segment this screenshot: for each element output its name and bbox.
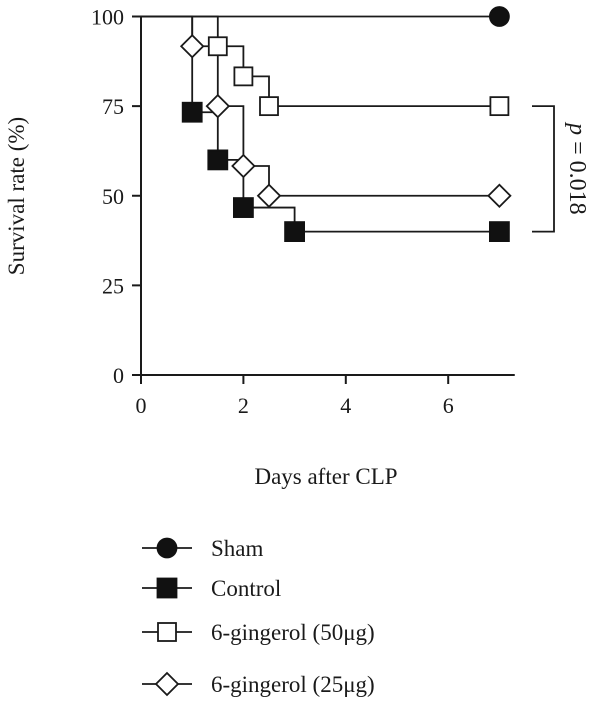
bracket-line [532, 105, 555, 233]
x-tick-label-0: 0 [136, 393, 147, 418]
point-control-1 [181, 101, 203, 123]
x-tick-label-6: 6 [443, 393, 454, 418]
x-axis-title: Days after CLP [254, 464, 397, 489]
y-tick-label-0: 0 [113, 363, 124, 388]
legend-label-6-gingerol-25-g: 6-gingerol (25μg) [211, 672, 375, 697]
y-tick-label-25: 25 [102, 273, 124, 298]
series-6-gingerol-50-g [141, 15, 500, 108]
legend-label-control: Control [211, 576, 281, 601]
legend-marker-6-gingerol-50-g [157, 622, 177, 642]
point-6-gingerol-25-g-5 [487, 183, 512, 209]
point-6-gingerol-50-g-3 [259, 96, 279, 117]
point-6-gingerol-50-g-2 [233, 66, 254, 87]
point-control-4 [284, 221, 306, 243]
axes: 0 25 50 75 100 0 2 4 6 [91, 5, 515, 418]
point-control-3 [232, 197, 254, 218]
x-tick-label-4: 4 [340, 393, 351, 418]
legend: Sham Control 6-gingerol (50μg) 6-gingerol (… [142, 536, 375, 697]
point-control-5 [488, 221, 510, 243]
legend-marker-control [156, 577, 178, 599]
point-6-gingerol-50-g-1 [207, 36, 228, 57]
p-value-label: p = 0.018 [564, 121, 590, 215]
series-line-6-gingerol-50-g [141, 15, 500, 108]
series-6-gingerol-25-g [141, 15, 500, 197]
legend-marker-6-gingerol-25-g [154, 671, 180, 697]
point-6-gingerol-25-g-1 [179, 33, 205, 59]
legend-marker-sham [156, 537, 178, 559]
series-line-control [141, 15, 500, 233]
x-tick-label-2: 2 [238, 393, 249, 418]
series-layer [141, 6, 512, 243]
p-value-bracket: p = 0.018 [532, 105, 590, 233]
point-control-2 [207, 149, 229, 171]
p-symbol: p [564, 121, 590, 135]
series-line-6-gingerol-25-g [141, 15, 500, 197]
point-6-gingerol-50-g-4 [489, 96, 510, 117]
y-tick-label-100: 100 [91, 5, 124, 30]
y-tick-label-75: 75 [102, 94, 124, 119]
legend-label-sham: Sham [211, 536, 264, 561]
point-6-gingerol-25-g-2 [205, 93, 231, 119]
point-6-gingerol-25-g-4 [256, 183, 282, 209]
y-tick-label-50: 50 [102, 184, 124, 209]
point-6-gingerol-25-g-3 [231, 153, 256, 179]
point-sham-1 [488, 6, 510, 27]
p-value-text: = 0.018 [564, 135, 590, 215]
series-control [141, 15, 500, 233]
legend-label-6-gingerol-50-g: 6-gingerol (50μg) [211, 620, 375, 645]
y-axis-title: Survival rate (%) [4, 117, 29, 275]
